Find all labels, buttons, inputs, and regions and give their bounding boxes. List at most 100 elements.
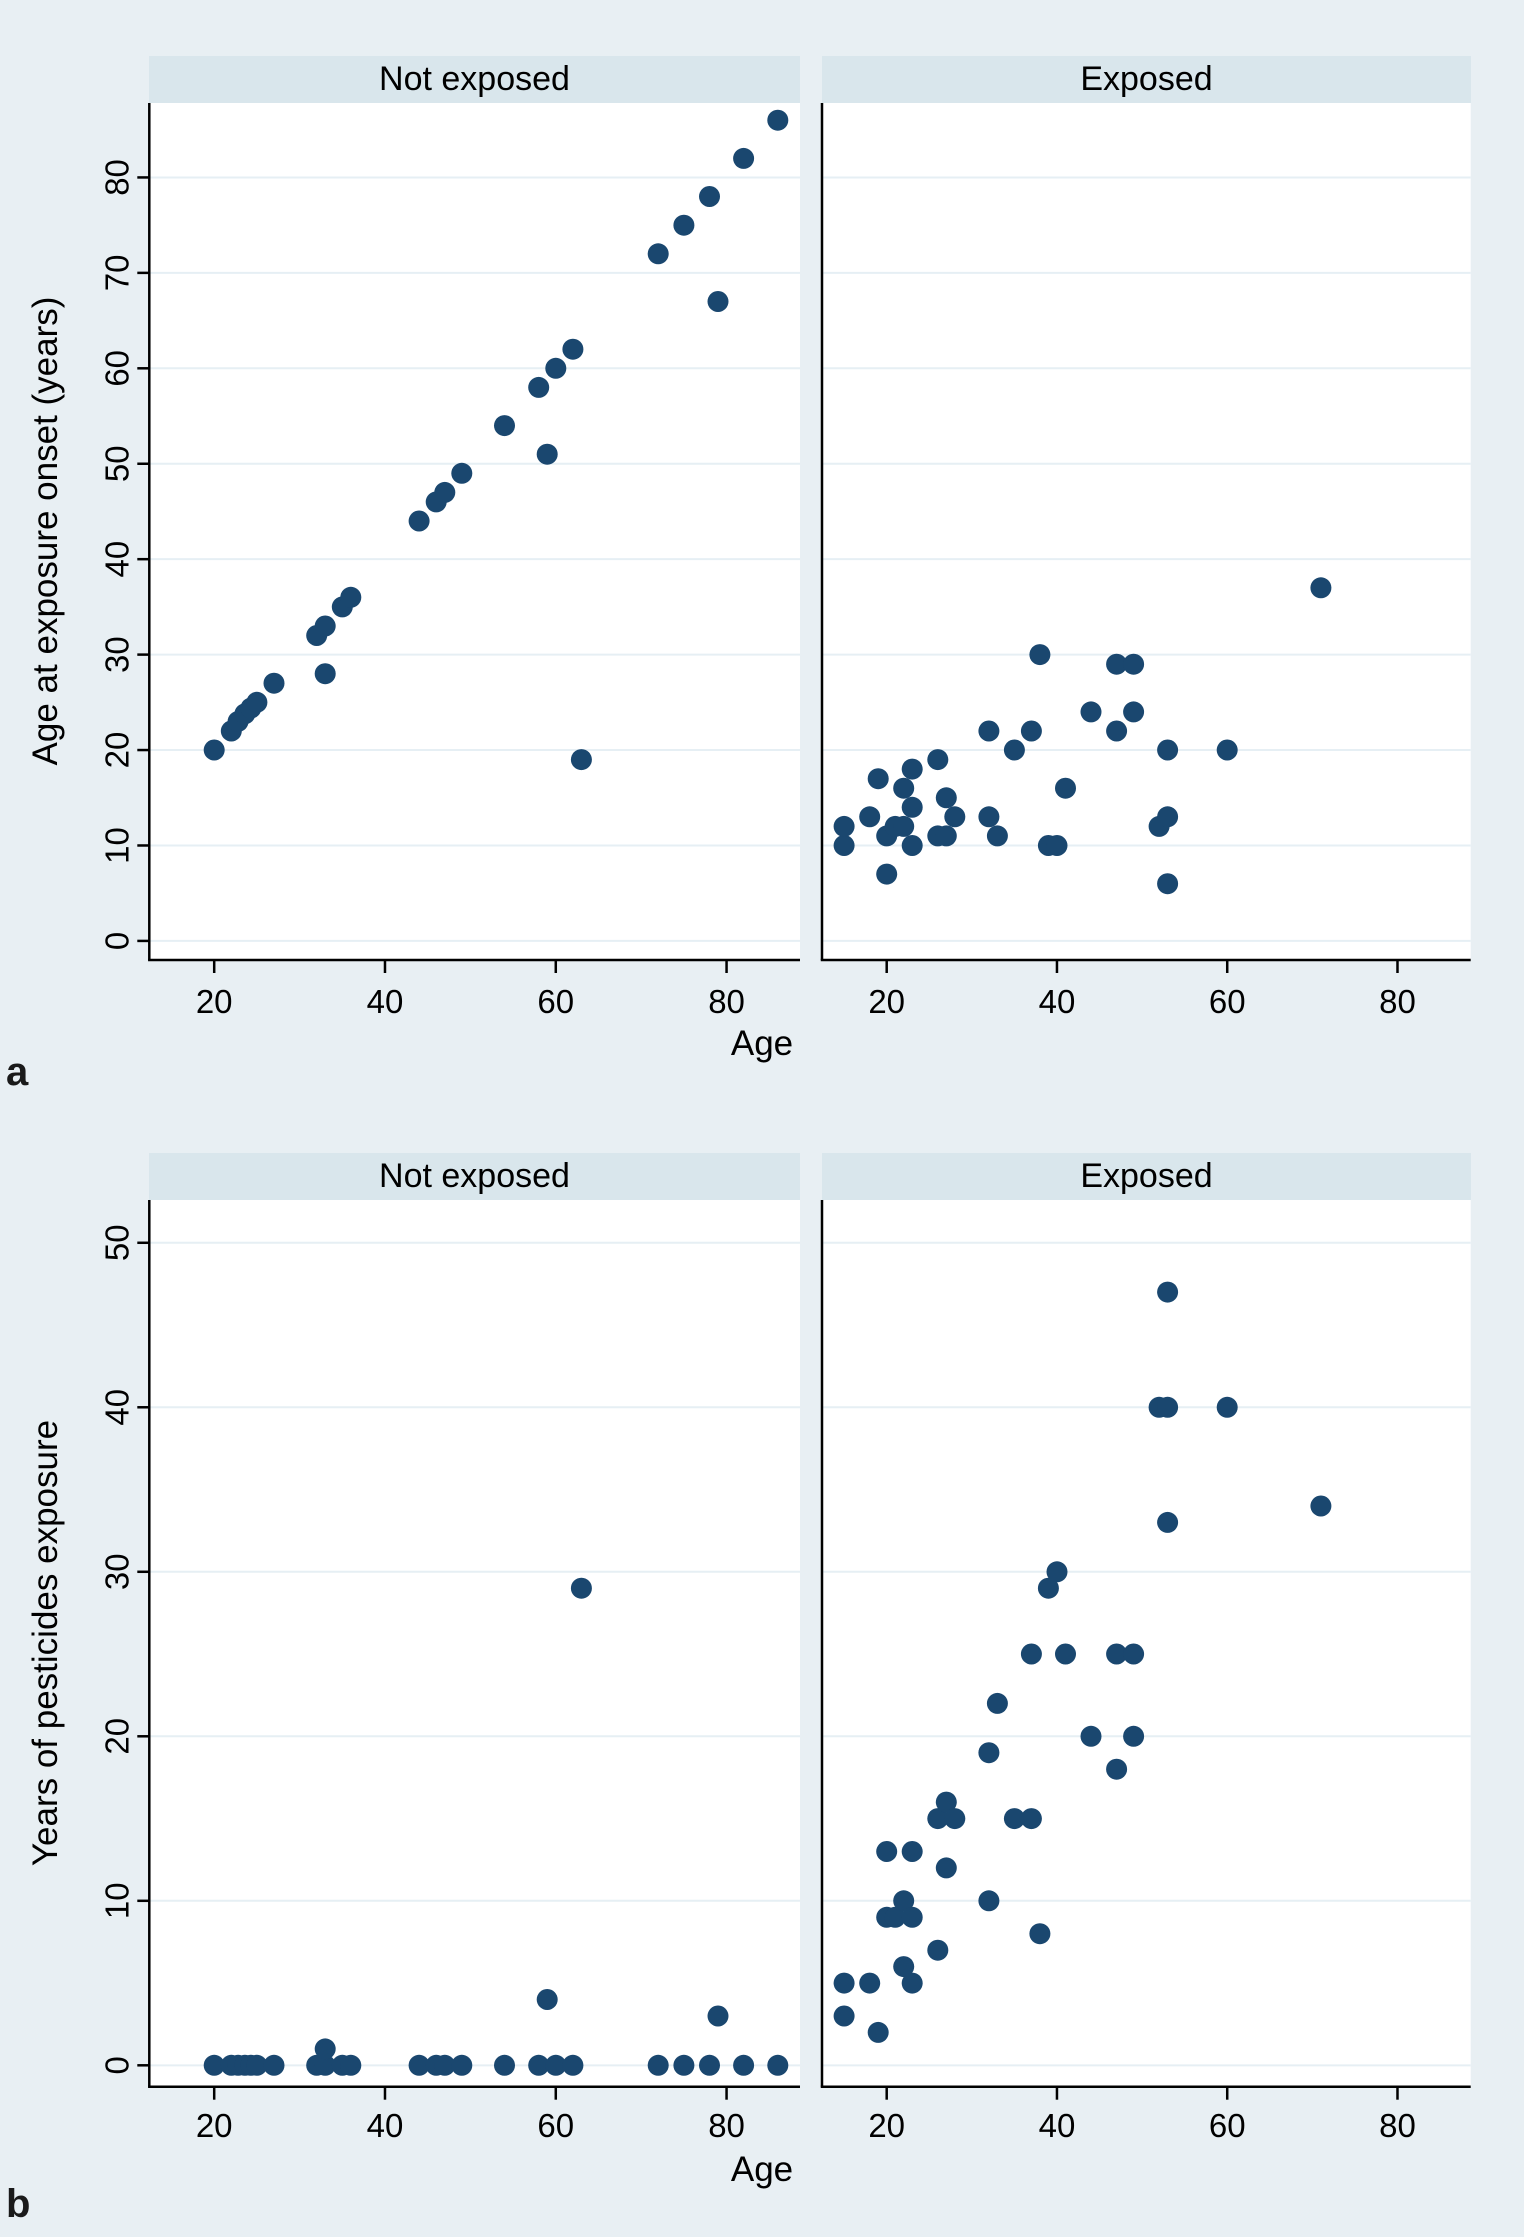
- data-point: [1123, 1725, 1145, 1747]
- plot-area: [149, 1200, 801, 2087]
- y-tick-label: 30: [99, 1553, 136, 1590]
- data-point: [263, 672, 285, 694]
- y-tick-label: 20: [99, 1718, 136, 1755]
- subplot-a-exposed: 20 40 60 80: [820, 103, 1471, 1020]
- data-point: [1157, 873, 1179, 895]
- data-point: [1123, 653, 1145, 675]
- y-tick-label: 0: [99, 2056, 136, 2074]
- data-point: [647, 2054, 669, 2076]
- data-point: [901, 1906, 923, 1928]
- data-point: [986, 825, 1008, 847]
- data-point: [434, 481, 456, 503]
- data-point: [935, 1791, 957, 1813]
- data-point: [340, 2054, 362, 2076]
- data-point: [986, 1692, 1008, 1714]
- y-tick-label: 10: [99, 827, 136, 864]
- data-point: [314, 663, 336, 685]
- data-point: [314, 2054, 336, 2076]
- x-tick-label: 40: [1039, 2107, 1076, 2144]
- data-point: [1020, 720, 1042, 742]
- data-point: [1020, 1643, 1042, 1665]
- data-point: [978, 1742, 1000, 1764]
- x-axis-title-panel-a: Age: [730, 1024, 794, 1063]
- data-point: [1123, 1643, 1145, 1665]
- data-point: [451, 462, 473, 484]
- data-point: [833, 815, 855, 837]
- data-point: [927, 749, 949, 771]
- data-point: [1037, 1577, 1059, 1599]
- y-tick-label: 60: [99, 350, 136, 387]
- data-point: [935, 787, 957, 809]
- x-tick-label: 60: [537, 2107, 574, 2144]
- y-tick-label: 10: [99, 1882, 136, 1919]
- y-tick-label: 50: [99, 1224, 136, 1261]
- data-point: [1080, 701, 1102, 723]
- y-axis-title-panel-b: Years of pesticides exposure: [26, 1419, 65, 1867]
- data-point: [570, 1577, 592, 1599]
- data-point: [528, 2054, 550, 2076]
- x-tick-label: 80: [1379, 2107, 1416, 2144]
- data-point: [767, 2054, 789, 2076]
- data-point: [434, 2054, 456, 2076]
- data-point: [733, 147, 755, 169]
- data-point: [673, 2054, 695, 2076]
- y-tick-label: 0: [99, 932, 136, 950]
- data-point: [246, 2054, 268, 2076]
- data-point: [901, 758, 923, 780]
- data-point: [978, 720, 1000, 742]
- data-point: [1106, 720, 1128, 742]
- plot-area: [822, 1200, 1471, 2087]
- data-point: [944, 806, 966, 828]
- data-point: [893, 815, 915, 837]
- data-point: [263, 2054, 285, 2076]
- data-point: [1310, 577, 1332, 599]
- data-point: [673, 214, 695, 236]
- data-point: [901, 1841, 923, 1862]
- data-point: [1080, 1725, 1102, 1747]
- x-tick-label: 60: [1209, 2107, 1246, 2144]
- data-point: [314, 2038, 336, 2060]
- y-tick-label: 80: [99, 159, 136, 196]
- data-point: [901, 835, 923, 856]
- data-point: [935, 1857, 957, 1879]
- data-point: [707, 291, 729, 312]
- x-axis-title-panel-b: Age: [730, 2150, 794, 2189]
- data-point: [408, 2054, 430, 2076]
- data-point: [562, 338, 584, 360]
- data-point: [647, 243, 669, 265]
- data-point: [1046, 835, 1068, 856]
- data-point: [1157, 1396, 1179, 1418]
- x-tick-label: 20: [868, 983, 905, 1020]
- data-point: [833, 2005, 855, 2027]
- data-point: [1216, 1396, 1238, 1418]
- data-point: [978, 806, 1000, 828]
- data-point: [1020, 1808, 1042, 1830]
- y-tick-label: 20: [99, 732, 136, 769]
- data-point: [494, 2054, 515, 2076]
- data-point: [1123, 701, 1145, 723]
- data-point: [1106, 1758, 1128, 1780]
- data-point: [1157, 806, 1179, 828]
- x-tick-label: 80: [1379, 983, 1416, 1020]
- panel-letter-a: a: [6, 1050, 29, 1094]
- data-point: [901, 1972, 923, 1994]
- data-point: [767, 109, 789, 131]
- data-point: [699, 2054, 720, 2076]
- plot-area: [149, 103, 801, 960]
- data-point: [203, 739, 225, 761]
- data-point: [901, 796, 923, 818]
- data-point: [733, 2054, 755, 2076]
- data-point: [1216, 739, 1238, 761]
- data-point: [1157, 1511, 1179, 1533]
- data-point: [978, 1890, 1000, 1912]
- y-tick-label: 70: [99, 255, 136, 292]
- data-point: [935, 825, 957, 847]
- data-point: [536, 1989, 558, 2010]
- data-point: [562, 2054, 584, 2076]
- data-point: [893, 1890, 915, 1912]
- data-point: [1310, 1495, 1332, 1517]
- data-point: [1157, 1281, 1179, 1303]
- x-tick-label: 80: [708, 983, 745, 1020]
- data-point: [314, 615, 336, 637]
